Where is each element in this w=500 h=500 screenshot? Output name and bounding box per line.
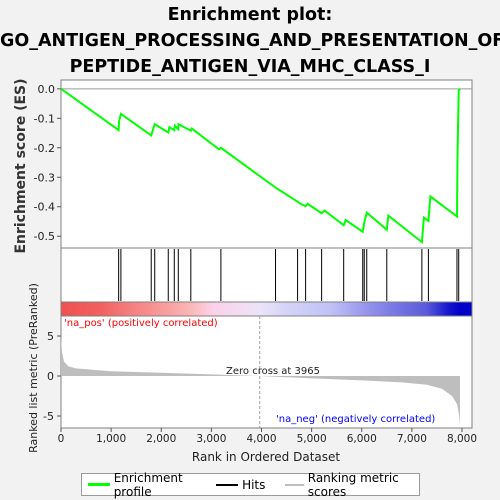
legend-item-enrichment: Enrichment profile [88, 471, 206, 499]
es-y-axis-label: Enrichment score (ES) [13, 78, 29, 253]
x-tick-label: 3,000 [196, 433, 226, 445]
metric-y-tick-label: 5 [47, 330, 54, 343]
metric-y-tick-label: -5 [43, 410, 54, 423]
x-tick-label: 0 [58, 433, 65, 445]
zero-cross-annotation: Zero cross at 3965 [226, 366, 320, 377]
chart-title: Enrichment plot: GO_ANTIGEN_PROCESSING_A… [0, 2, 500, 80]
x-tick-label: 2,000 [146, 433, 176, 445]
legend-label-hits: Hits [242, 477, 266, 492]
legend-item-ranking: Ranking metric scores [285, 471, 419, 499]
enrichment-profile-line [61, 87, 461, 245]
legend-item-hits: Hits [216, 478, 265, 492]
legend-label-enrichment: Enrichment profile [113, 470, 183, 499]
green-line-icon [88, 483, 110, 486]
title-line-1: Enrichment plot: [167, 5, 333, 25]
metric-x-ticks: 0 1,000 2,000 3,000 4,000 5,000 6,000 7,000 8,00… [58, 428, 477, 445]
rank-color-bar [60, 301, 473, 317]
x-tick-label: 5,000 [297, 433, 327, 445]
x-tick-label: 6,000 [347, 433, 377, 445]
positive-correlation-label: 'na_pos' (positively correlated) [64, 318, 218, 329]
es-y-ticks: 0.0 -0.1 -0.2 -0.3 -0.4 -0.5 [34, 83, 61, 243]
x-tick-label: 8,000 [447, 433, 477, 445]
title-line-3: PEPTIDE_ANTIGEN_VIA_MHC_CLASS_I [69, 57, 431, 77]
metric-y-tick-label: 0 [47, 370, 54, 383]
title-line-2: GO_ANTIGEN_PROCESSING_AND_PRESENTATION_O… [0, 31, 500, 51]
es-y-tick-label: -0.3 [34, 171, 55, 184]
metric-y-axis-label: Ranked list metric (PreRanked) [27, 283, 40, 453]
es-panel-frame [60, 79, 473, 249]
x-tick-label: 4,000 [246, 433, 276, 445]
negative-correlation-label: 'na_neg' (negatively correlated) [276, 414, 435, 425]
metric-y-ticks: 5 0 -5 [43, 330, 61, 423]
ranking-metric-area [61, 336, 460, 426]
x-axis-label: Rank in Ordered Dataset [192, 450, 340, 464]
es-y-tick-label: -0.2 [34, 142, 55, 155]
x-tick-label: 1,000 [96, 433, 126, 445]
hits-panel-frame [60, 247, 473, 303]
es-y-tick-label: -0.4 [34, 201, 55, 214]
legend: Enrichment profile Hits Ranking metric s… [81, 471, 420, 499]
gray-line-icon [285, 483, 304, 486]
hits-group [118, 249, 460, 301]
es-y-tick-label: -0.5 [34, 230, 55, 243]
es-y-tick-label: -0.1 [34, 112, 55, 125]
black-line-icon [216, 483, 239, 486]
x-tick-label: 7,000 [397, 433, 427, 445]
legend-label-ranking: Ranking metric scores [307, 470, 399, 499]
es-y-tick-label: 0.0 [38, 83, 56, 96]
